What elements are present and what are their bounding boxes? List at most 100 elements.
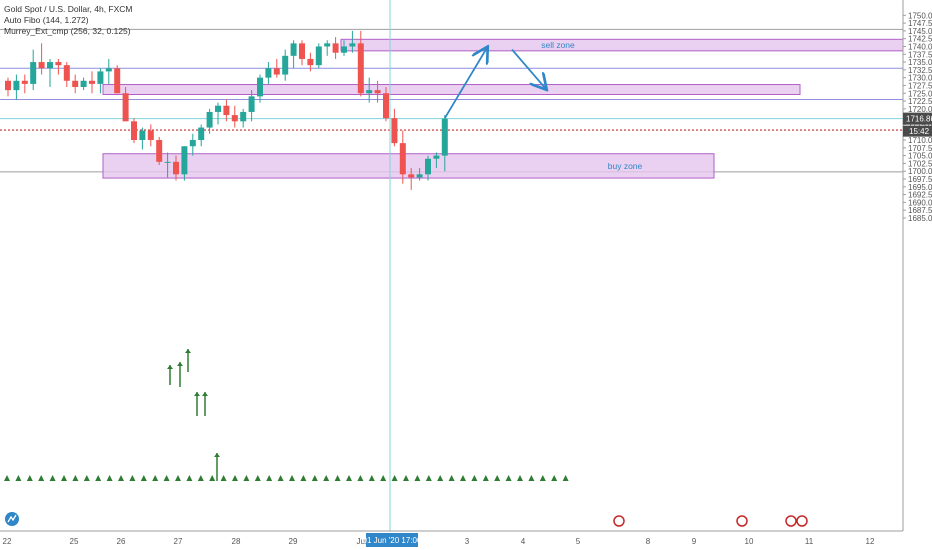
x-tick-label: 22 — [3, 537, 12, 546]
x-tick-label: 26 — [117, 537, 126, 546]
candle[interactable] — [97, 71, 104, 84]
candle[interactable] — [189, 140, 196, 147]
signal-triangle — [368, 475, 375, 481]
signal-triangle — [460, 475, 466, 481]
candle[interactable] — [324, 43, 331, 47]
signal-arrow-head — [202, 392, 208, 396]
candle[interactable] — [223, 105, 230, 116]
candle[interactable] — [47, 62, 53, 69]
signal-triangle — [209, 475, 216, 481]
candle[interactable] — [441, 118, 448, 156]
candle[interactable] — [399, 143, 406, 175]
candle[interactable] — [341, 46, 347, 53]
candle[interactable] — [282, 55, 289, 75]
candle[interactable] — [231, 115, 238, 122]
signal-triangle — [562, 475, 569, 481]
candle[interactable] — [173, 161, 179, 175]
candle[interactable] — [181, 146, 188, 175]
y-tick-label: 1722.50 — [908, 97, 932, 106]
signal-arrow-head — [214, 453, 220, 457]
x-tick-label: 27 — [174, 537, 183, 546]
candle[interactable] — [55, 62, 62, 66]
candle[interactable] — [38, 62, 45, 69]
candle[interactable] — [374, 90, 381, 94]
signal-arrow-head — [185, 349, 191, 353]
candle[interactable] — [265, 68, 272, 78]
economic-event-icon[interactable] — [785, 515, 797, 527]
zone-rectangle[interactable] — [102, 84, 801, 95]
x-tick-label: 25 — [70, 537, 79, 546]
candle[interactable] — [349, 43, 356, 47]
time-axis[interactable] — [0, 531, 932, 550]
signal-triangle — [448, 475, 455, 481]
candle[interactable] — [139, 130, 146, 141]
candle[interactable] — [147, 130, 154, 141]
candle[interactable] — [122, 93, 129, 122]
candle[interactable] — [13, 80, 20, 91]
signal-triangle — [289, 475, 295, 481]
y-tick-label: 1742.50 — [908, 35, 932, 44]
candle[interactable] — [105, 68, 112, 72]
signal-triangle — [482, 475, 489, 481]
candle[interactable] — [164, 161, 171, 163]
candle[interactable] — [433, 155, 440, 159]
zone-rectangle[interactable] — [340, 38, 931, 52]
candle[interactable] — [273, 68, 280, 75]
candle[interactable] — [131, 121, 137, 141]
candle[interactable] — [408, 174, 415, 178]
signal-triangle — [152, 475, 159, 481]
economic-event-icon[interactable] — [796, 515, 808, 527]
candle[interactable] — [366, 90, 373, 94]
candle[interactable] — [80, 80, 87, 88]
candle[interactable] — [425, 158, 431, 175]
candle[interactable] — [114, 68, 121, 94]
candle[interactable] — [215, 105, 221, 112]
y-tick-label: 1687.50 — [908, 206, 932, 215]
economic-event-icon[interactable] — [736, 515, 748, 527]
signal-arrow-head — [167, 365, 173, 369]
projection-arrow[interactable] — [511, 49, 546, 89]
candle[interactable] — [383, 93, 389, 119]
legend-indicator-autofibo: Auto Fibo (144, 1.272) — [4, 15, 89, 25]
candle[interactable] — [416, 174, 423, 178]
candle[interactable] — [290, 43, 297, 56]
zone-rectangle[interactable] — [102, 153, 715, 179]
candle[interactable] — [257, 77, 263, 97]
candle[interactable] — [206, 111, 213, 128]
candle[interactable] — [21, 80, 28, 84]
signal-triangle — [471, 475, 478, 481]
candle[interactable] — [332, 43, 339, 53]
y-tick-label: 1695.00 — [908, 183, 932, 192]
crosshair-date-label: 01 Jun '20 17:00 — [363, 536, 422, 545]
candle[interactable] — [198, 127, 205, 141]
x-tick-label: 29 — [289, 537, 298, 546]
candle[interactable] — [357, 43, 364, 94]
signal-triangle — [494, 475, 501, 481]
candle[interactable] — [5, 80, 11, 91]
y-tick-label: 1720.00 — [908, 105, 932, 114]
candle[interactable] — [307, 58, 314, 66]
candle[interactable] — [391, 118, 398, 144]
candle[interactable] — [72, 80, 79, 88]
candle[interactable] — [156, 140, 163, 162]
candle[interactable] — [240, 111, 247, 122]
price-axis[interactable] — [903, 0, 932, 550]
candle[interactable] — [30, 62, 37, 84]
candle[interactable] — [63, 65, 70, 81]
economic-event-icon[interactable] — [613, 515, 625, 527]
candle[interactable] — [89, 80, 95, 84]
signal-triangle — [49, 475, 56, 481]
candle[interactable] — [299, 43, 305, 59]
candle[interactable] — [315, 46, 322, 66]
y-tick-label: 1707.50 — [908, 144, 932, 153]
projection-arrow[interactable] — [444, 48, 487, 119]
signal-triangle — [83, 475, 90, 481]
signal-arrow-head — [194, 392, 200, 396]
x-tick-label: 8 — [646, 537, 651, 546]
y-tick-label: 1750.00 — [908, 11, 932, 20]
signal-triangle — [528, 475, 535, 481]
x-tick-label: 12 — [866, 537, 875, 546]
y-tick-label: 1745.00 — [908, 27, 932, 36]
candle[interactable] — [248, 96, 255, 112]
